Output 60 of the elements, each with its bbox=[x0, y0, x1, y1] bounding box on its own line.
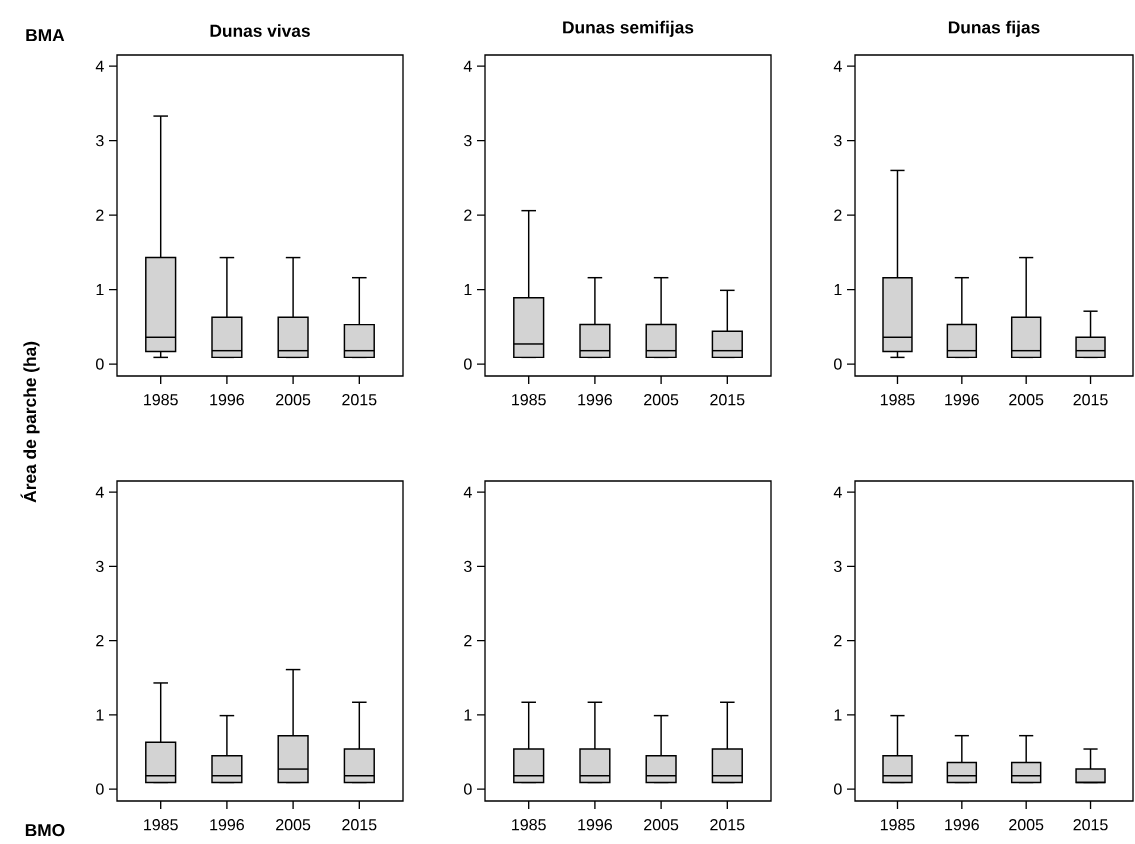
y-tick-label: 0 bbox=[96, 783, 104, 795]
y-axis-title: Área de parche (ha) bbox=[20, 341, 40, 503]
y-tick-label: 2 bbox=[464, 209, 472, 221]
x-tick-label: 2015 bbox=[342, 394, 377, 406]
x-tick-label: 2015 bbox=[710, 819, 745, 831]
x-tick-label: 2015 bbox=[1073, 819, 1108, 831]
x-tick-label: 1985 bbox=[512, 394, 546, 406]
text: BMA bbox=[26, 29, 65, 42]
y-tick-label: 2 bbox=[96, 635, 104, 647]
y-tick-label: 3 bbox=[96, 134, 104, 147]
x-tick-label: 1996 bbox=[210, 819, 244, 831]
x-tick-label: 2005 bbox=[1009, 819, 1044, 831]
chart-title: Dunas semifijas bbox=[563, 20, 694, 37]
y-tick-label: 0 bbox=[464, 783, 472, 795]
y-tick-label: 1 bbox=[464, 709, 472, 721]
x-tick-label: 1996 bbox=[210, 394, 244, 406]
x-tick-label: 1996 bbox=[578, 819, 612, 831]
x-tick-label: 2005 bbox=[644, 394, 679, 406]
x-tick-label: 2015 bbox=[1073, 394, 1108, 406]
y-tick-label: 1 bbox=[834, 709, 842, 721]
y-tick-label: 1 bbox=[834, 284, 842, 296]
y-tick-label: 4 bbox=[463, 60, 472, 72]
y-tick-label: 3 bbox=[834, 134, 842, 147]
x-tick-label: 2005 bbox=[276, 394, 311, 406]
x-tick-label: 1996 bbox=[945, 819, 979, 831]
y-tick-label: 1 bbox=[464, 284, 472, 296]
x-tick-label: 1985 bbox=[512, 819, 546, 831]
x-tick-label: 2015 bbox=[342, 819, 377, 831]
x-tick-label: 2005 bbox=[1009, 394, 1044, 406]
x-tick-label: 1985 bbox=[880, 394, 915, 406]
x-tick-label: 1996 bbox=[945, 394, 979, 406]
text: BMO bbox=[25, 823, 65, 837]
y-tick-label: 3 bbox=[96, 560, 104, 573]
y-tick-label: 0 bbox=[96, 358, 104, 370]
y-tick-label: 4 bbox=[95, 60, 104, 72]
y-tick-label: 2 bbox=[464, 635, 472, 647]
y-tick-label: 3 bbox=[464, 560, 472, 573]
y-tick-label: 2 bbox=[96, 209, 104, 221]
x-tick-label: 2015 bbox=[710, 394, 745, 406]
y-tick-label: 2 bbox=[834, 209, 842, 221]
y-tick-label: 2 bbox=[834, 635, 842, 647]
x-tick-label: 1985 bbox=[144, 819, 178, 831]
y-tick-label: 4 bbox=[833, 60, 842, 72]
x-tick-label: 1985 bbox=[880, 819, 915, 831]
y-tick-label: 1 bbox=[96, 284, 104, 296]
y-tick-label: 3 bbox=[464, 134, 472, 147]
y-tick-label: 3 bbox=[834, 560, 842, 573]
y-tick-label: 4 bbox=[833, 486, 842, 498]
x-tick-label: 2005 bbox=[276, 819, 311, 831]
y-tick-label: 4 bbox=[95, 486, 104, 498]
chart-title: Dunas vivas bbox=[210, 24, 310, 37]
chart-title: Dunas fijas bbox=[948, 20, 1040, 37]
y-tick-label: 0 bbox=[834, 358, 842, 370]
y-tick-label: 0 bbox=[464, 358, 472, 370]
y-tick-label: 0 bbox=[834, 783, 842, 795]
x-tick-label: 1985 bbox=[144, 394, 178, 406]
y-tick-label: 1 bbox=[96, 709, 104, 721]
y-tick-label: 4 bbox=[463, 486, 472, 498]
x-tick-label: 1996 bbox=[578, 394, 612, 406]
x-tick-label: 2005 bbox=[644, 819, 679, 831]
